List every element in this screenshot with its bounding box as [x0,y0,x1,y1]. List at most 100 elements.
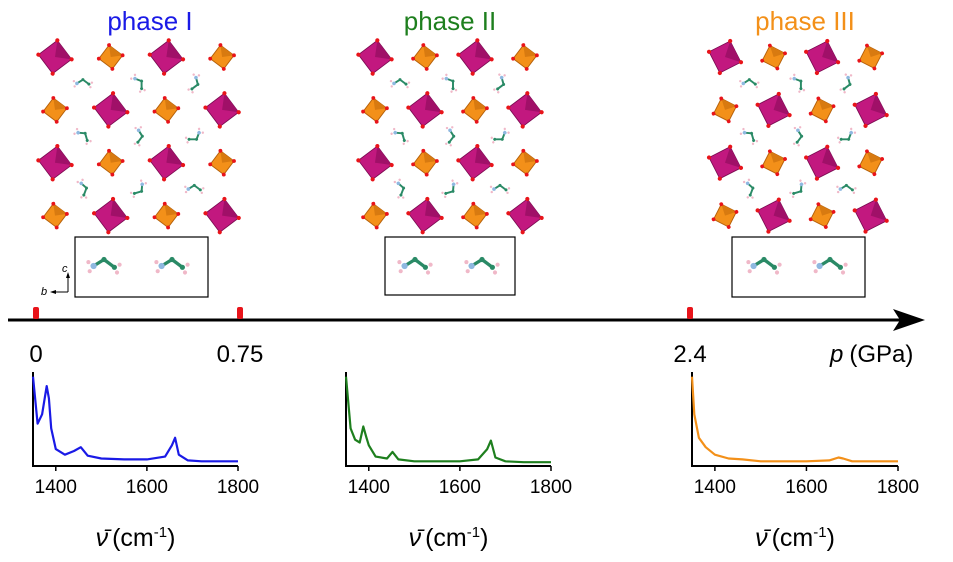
octahedron-light [508,40,542,74]
svg-text:c: c [62,263,68,275]
cation-molecule [183,182,206,196]
pressure-marker-0.75 [237,307,243,319]
octahedron-light [94,40,128,74]
spectrum-line [690,376,898,463]
octahedron-dark [353,140,397,185]
spectrum-tick-label: 1400 [35,477,77,498]
crystal-structure-phase-1 [33,35,244,238]
octahedron-dark [144,140,189,185]
octahedron-dark [797,32,847,82]
octahedron-dark [403,88,447,132]
cation-molecule [737,124,762,148]
crystal-structure-phase-2 [353,35,547,238]
pressure-tick-0: 0 [29,341,42,368]
svg-text:b: b [41,286,47,298]
octahedron-light [458,93,492,127]
pressure-tick-0.75: 0.75 [217,341,264,368]
cation-molecule [786,71,810,96]
cation-molecule [491,71,509,96]
octahedron-light [706,197,744,234]
cation-molecule [740,176,759,202]
octahedron-light [205,40,239,74]
octahedron-light [358,199,392,232]
octahedron-light [706,91,744,129]
phase-title-3: phase III [755,6,855,36]
spectrum-tick-label: 1800 [217,477,259,498]
octahedron-dark [403,193,447,238]
octahedron-dark [88,193,133,238]
octahedron-dark [200,193,244,238]
spectrum-tick-label: 1800 [877,477,919,498]
cation-molecule [71,77,95,90]
cation-molecule [786,176,810,202]
spectrum-tick-label: 1400 [694,477,736,498]
spectrum-x-label: ν̄ (cm-1) [409,524,489,552]
spectrum-line [344,376,551,464]
cation-molecule [444,125,457,148]
octahedron-light [803,91,841,129]
octahedron-light [150,93,183,127]
cation-molecule [834,125,859,148]
cation-molecule [387,124,413,148]
cation-molecule [487,125,513,148]
spectrum-tick-label: 1400 [348,477,390,498]
raman-spectrum-phase-3: 1400 1600 1800 ν̄ (cm-1) [690,372,919,552]
spectrum-x-label: ν̄ (cm-1) [755,524,835,552]
cation-molecule [388,77,412,90]
octahedron-dark [749,85,798,135]
cation-inset-phase-1 [74,236,209,298]
crystal-structure-phase-3 [700,32,896,240]
octahedron-light [755,38,792,76]
pressure-axis: 0 0.75 2.4 p (GPa) [8,307,925,368]
raman-spectrum-phase-1: 1400 1600 1800 ν̄ (cm-1) [31,372,259,552]
octahedron-light [38,199,72,232]
octahedron-dark [33,140,77,185]
phase-title-2: phase II [404,6,497,36]
phase-title-1: phase I [107,6,192,36]
octahedron-dark [453,35,497,79]
octahedron-dark [33,35,77,79]
octahedron-dark [700,32,750,82]
cation-molecule [438,71,462,96]
cation-molecule [488,182,512,196]
octahedron-light [803,197,841,234]
pressure-marker-2.4 [687,307,693,319]
pressure-marker-0 [33,307,39,319]
octahedron-dark [846,191,896,240]
octahedron-light [94,146,128,180]
octahedron-light [458,199,492,232]
pressure-tick-2.4: 2.4 [673,341,706,368]
octahedron-dark [144,35,189,79]
cation-molecule [70,124,96,148]
pressure-axis-title: p (GPa) [829,341,913,368]
octahedron-light [755,144,792,181]
octahedron-dark [88,88,133,132]
cation-molecule [791,125,805,148]
cation-molecule [74,176,92,202]
cation-molecule [182,125,207,148]
cation-molecule [438,176,462,202]
cation-molecule [738,77,761,90]
spectrum-tick-label: 1600 [785,477,827,498]
octahedron-light [358,93,392,127]
cation-molecule [132,125,145,148]
octahedron-dark [453,140,497,185]
cation-molecule [127,71,150,96]
octahedron-light [150,199,183,232]
cation-inset-phase-3 [731,236,866,298]
octahedron-dark [797,138,847,188]
cation-molecule [127,176,150,202]
cation-molecule [391,176,409,202]
spectrum-tick-label: 1600 [439,477,481,498]
spectrum-x-label: ν̄ (cm-1) [96,524,176,552]
octahedron-dark [846,85,896,135]
cation-molecule [185,71,204,96]
crystal-orientation-axes: c b [41,263,70,298]
spectrum-line [31,376,238,463]
octahedron-light [852,38,889,76]
raman-spectrum-phase-2: 1400 1600 1800 ν̄ (cm-1) [344,372,572,552]
cation-molecule [837,71,856,96]
octahedron-dark [700,138,750,188]
octahedron-dark [749,191,798,240]
